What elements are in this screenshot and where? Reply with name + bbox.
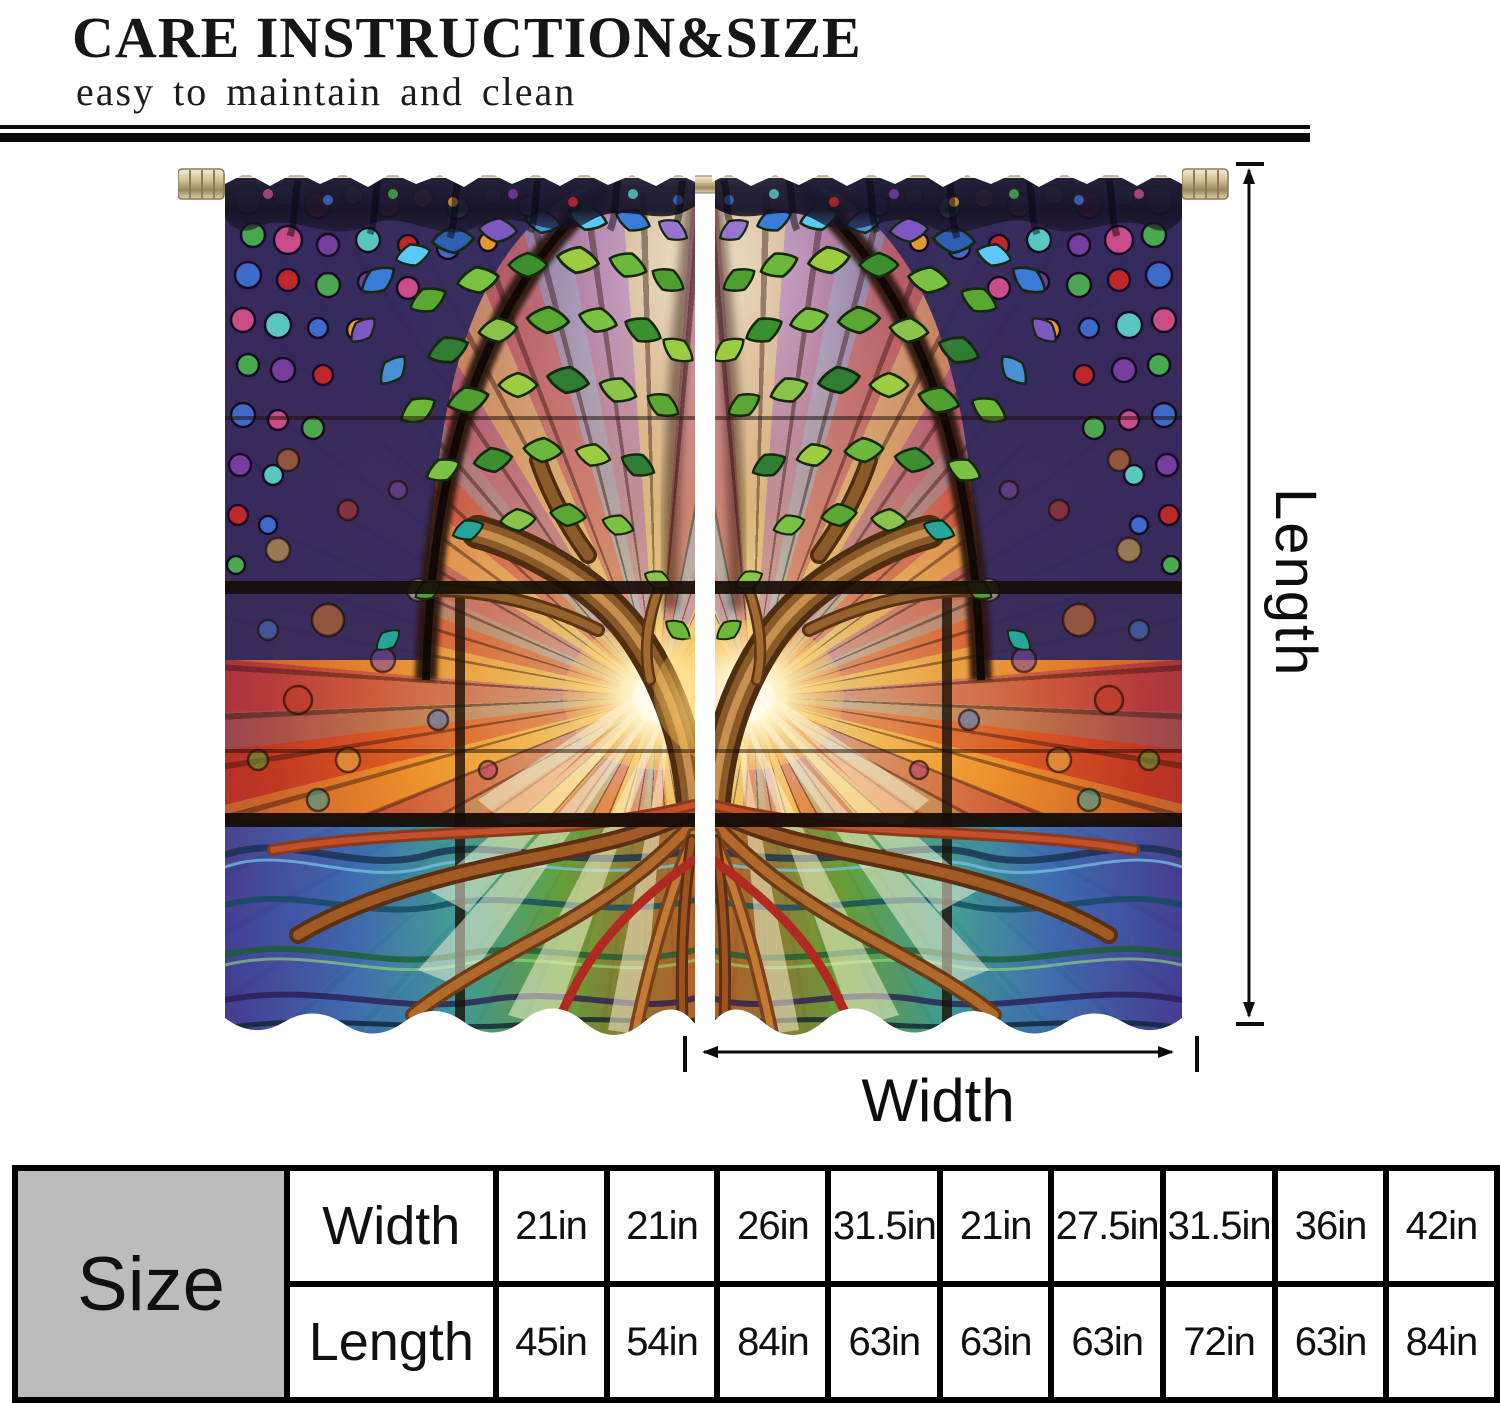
stained-glass-art <box>225 178 1182 1043</box>
divider-rule-thin <box>0 125 1310 129</box>
curtain-bottom-silhouette <box>225 1008 695 1060</box>
size-corner-cell: Size <box>12 1165 290 1403</box>
length-value: 54in <box>603 1281 721 1403</box>
width-value: 42in <box>1382 1165 1500 1287</box>
rod-finial-left <box>178 168 225 200</box>
width-value: 21in <box>603 1165 721 1287</box>
page-title: CARE INSTRUCTION&SIZE <box>72 5 862 70</box>
length-value: 63in <box>1048 1281 1167 1403</box>
width-row-header: Width <box>283 1165 499 1287</box>
width-value: 21in <box>937 1165 1055 1287</box>
divider-rule-thick <box>0 133 1310 142</box>
page-subtitle: easy to maintain and clean <box>76 69 577 114</box>
rod-finial-right <box>1181 168 1229 200</box>
length-row-header: Length <box>283 1281 499 1403</box>
width-value: 36in <box>1272 1165 1389 1287</box>
length-value: 45in <box>492 1281 610 1403</box>
length-value: 84in <box>714 1281 832 1403</box>
width-value: 26in <box>714 1165 832 1287</box>
length-value: 63in <box>1272 1281 1389 1403</box>
length-value: 63in <box>825 1281 944 1403</box>
curtain-artwork <box>178 160 1282 1060</box>
length-label: Length <box>1263 488 1328 678</box>
width-value: 31.5in <box>1160 1165 1279 1287</box>
table-row-width: Size Width 21in 21in 26in 31.5in 21in 27… <box>12 1165 1500 1403</box>
curtain-top-silhouette <box>225 160 695 187</box>
width-arrow <box>683 1036 1199 1072</box>
size-table: Size Width 21in 21in 26in 31.5in 21in 27… <box>12 1165 1500 1403</box>
width-label: Width <box>861 1067 1015 1134</box>
width-value: 21in <box>492 1165 610 1287</box>
width-value: 31.5in <box>825 1165 944 1287</box>
width-value: 27.5in <box>1048 1165 1167 1287</box>
length-value: 72in <box>1160 1281 1279 1403</box>
length-value: 63in <box>937 1281 1055 1403</box>
table-row-length: Length 45in 54in 84in 63in 63in 63in 72i… <box>15 1281 1500 1403</box>
length-arrow <box>1236 162 1264 1026</box>
length-value: 84in <box>1382 1281 1500 1403</box>
stained-glass-overlay <box>178 160 1229 1060</box>
